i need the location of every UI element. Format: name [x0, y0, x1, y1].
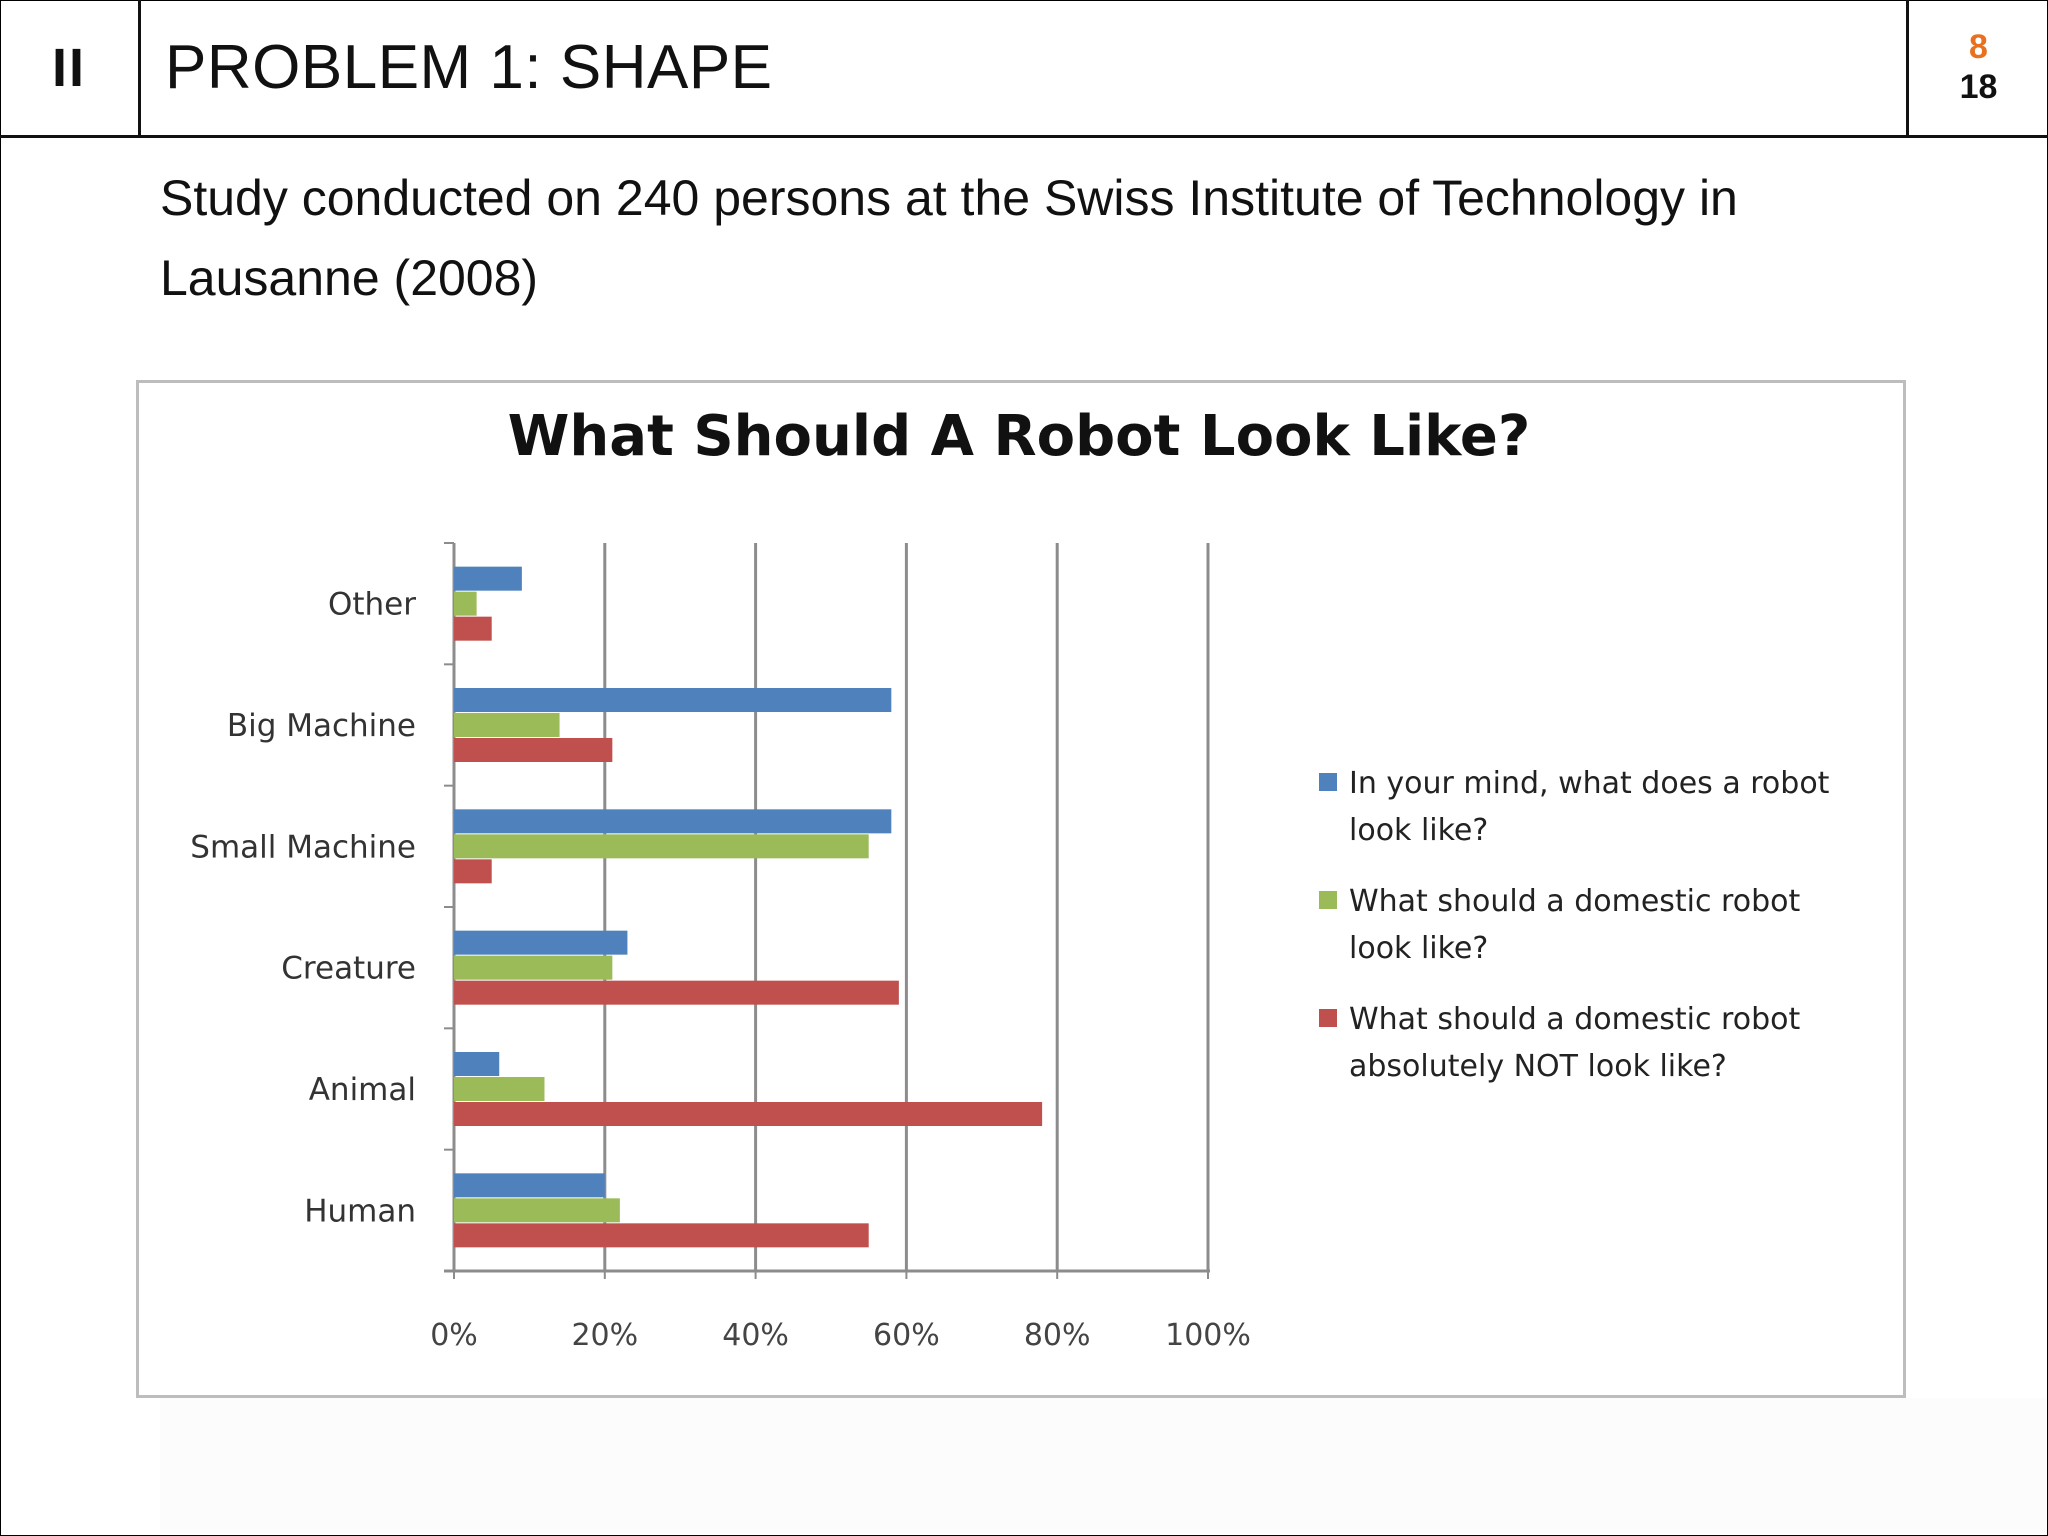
legend-label: What should a domestic robot absolutely N… — [1349, 1002, 1800, 1084]
x-tick-label: 40% — [722, 1318, 789, 1353]
category-label: Big Machine — [227, 708, 416, 744]
category-label: Other — [328, 587, 416, 623]
legend-label: In your mind, what does a robot look like… — [1349, 766, 1830, 848]
category-label: Creature — [281, 951, 416, 987]
bar — [454, 1223, 869, 1248]
category-label: Small Machine — [190, 829, 416, 865]
slide-title: PROBLEM 1: SHAPE — [165, 33, 773, 102]
header-divider-left — [138, 0, 141, 138]
section-number: II — [51, 37, 86, 98]
x-tick-label: 60% — [873, 1318, 940, 1353]
slide-header: II PROBLEM 1: SHAPE 8 18 — [0, 0, 2048, 138]
chart-container: What Should A Robot Look Like? 0% 20% 40% 60… — [136, 380, 1906, 1398]
bar — [454, 859, 492, 884]
bar — [454, 809, 892, 834]
bar — [454, 738, 613, 762]
page-indicator: 8 18 — [1909, 0, 2048, 135]
page-current: 8 — [1969, 28, 1988, 67]
bar — [454, 566, 522, 591]
study-description: Study conducted on 240 persons at the Sw… — [160, 170, 1738, 306]
category-label: Human — [304, 1193, 416, 1229]
bar — [454, 980, 899, 1005]
bar — [454, 688, 892, 712]
bar — [454, 930, 628, 955]
bar — [454, 1173, 605, 1198]
bar — [454, 616, 492, 641]
legend-swatch — [1319, 891, 1337, 909]
x-tick-label: 20% — [571, 1318, 638, 1353]
legend-swatch — [1319, 773, 1337, 791]
bar — [454, 1052, 500, 1076]
bar — [454, 591, 477, 616]
bar — [454, 1198, 620, 1223]
x-tick-label: 0% — [430, 1318, 478, 1353]
bar — [454, 955, 613, 980]
legend-label: What should a domestic robot look like? — [1349, 884, 1800, 966]
page-total: 18 — [1959, 67, 1998, 106]
bar — [454, 1077, 545, 1101]
x-tick-label: 80% — [1024, 1318, 1091, 1353]
bar — [454, 713, 560, 737]
legend-swatch — [1319, 1009, 1337, 1027]
header-divider-right — [1906, 0, 1909, 138]
bar — [454, 834, 869, 859]
background-panel — [160, 1398, 2046, 1534]
chart-title: What Should A Robot Look Like? — [508, 404, 1531, 469]
x-tick-label: 100% — [1165, 1318, 1251, 1353]
category-label: Animal — [309, 1072, 416, 1108]
bar — [454, 1102, 1043, 1126]
bar-chart: What Should A Robot Look Like? 0% 20% 40% 60… — [190, 404, 1830, 1353]
